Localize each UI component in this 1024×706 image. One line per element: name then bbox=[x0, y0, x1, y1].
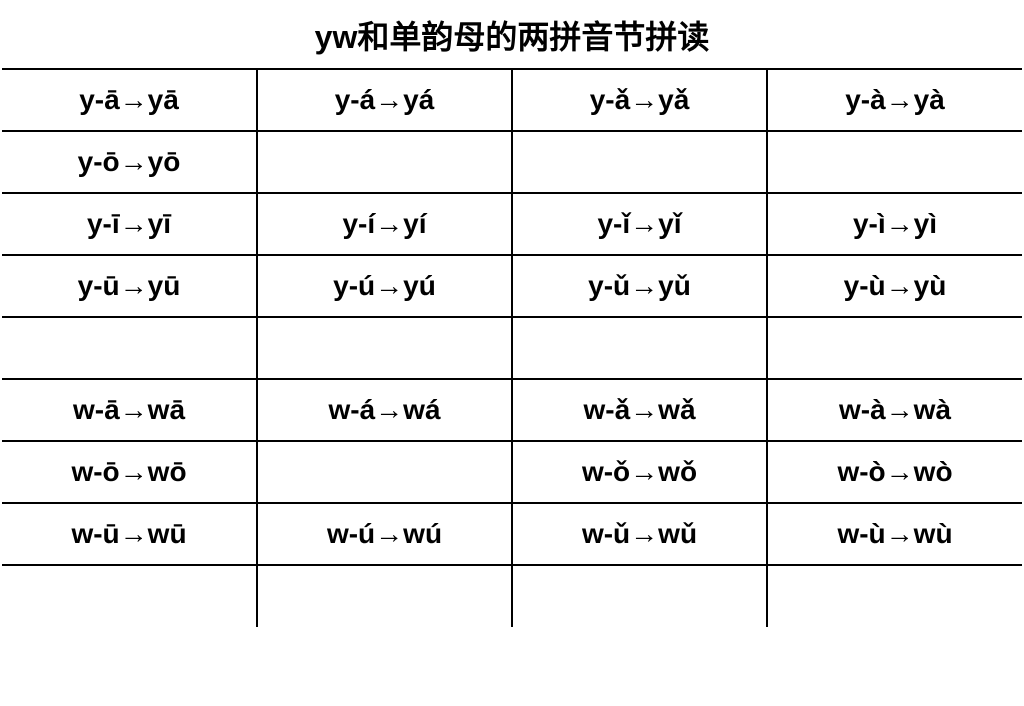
table-cell: y-ī→yī bbox=[2, 193, 257, 255]
table-cell: w-ū→wū bbox=[2, 503, 257, 565]
table-cell: w-ō→wō bbox=[2, 441, 257, 503]
table-cell: y-à→yà bbox=[767, 69, 1022, 131]
table-cell bbox=[257, 131, 512, 193]
table-cell: w-ù→wù bbox=[767, 503, 1022, 565]
table-cell: y-ǐ→yǐ bbox=[512, 193, 767, 255]
table-cell: y-á→yá bbox=[257, 69, 512, 131]
table-cell: w-ǒ→wǒ bbox=[512, 441, 767, 503]
table-cell: w-ǎ→wǎ bbox=[512, 379, 767, 441]
pinyin-table: y-ā→yā y-á→yá y-ǎ→yǎ y-à→yà y-ō→yō y-ī→y… bbox=[2, 68, 1022, 627]
table-cell bbox=[512, 317, 767, 379]
table-cell: y-í→yí bbox=[257, 193, 512, 255]
table-cell: y-ì→yì bbox=[767, 193, 1022, 255]
table-cell bbox=[512, 565, 767, 627]
table-cell: w-ò→wò bbox=[767, 441, 1022, 503]
table-cell: w-à→wà bbox=[767, 379, 1022, 441]
table-body: y-ā→yā y-á→yá y-ǎ→yǎ y-à→yà y-ō→yō y-ī→y… bbox=[2, 69, 1022, 627]
table-row bbox=[2, 565, 1022, 627]
table-row: y-ō→yō bbox=[2, 131, 1022, 193]
page-title: yw和单韵母的两拼音节拼读 bbox=[315, 12, 710, 58]
table-cell: w-ǔ→wǔ bbox=[512, 503, 767, 565]
table-row: y-ī→yī y-í→yí y-ǐ→yǐ y-ì→yì bbox=[2, 193, 1022, 255]
table-cell: w-á→wá bbox=[257, 379, 512, 441]
table-cell bbox=[2, 317, 257, 379]
table-cell bbox=[257, 441, 512, 503]
table-cell: y-ū→yū bbox=[2, 255, 257, 317]
table-cell bbox=[257, 565, 512, 627]
table-cell: w-ā→wā bbox=[2, 379, 257, 441]
table-cell: y-ú→yú bbox=[257, 255, 512, 317]
table-cell: y-ǎ→yǎ bbox=[512, 69, 767, 131]
table-cell bbox=[767, 131, 1022, 193]
table-cell bbox=[767, 317, 1022, 379]
table-cell: y-ō→yō bbox=[2, 131, 257, 193]
table-row: w-ā→wā w-á→wá w-ǎ→wǎ w-à→wà bbox=[2, 379, 1022, 441]
table-cell bbox=[767, 565, 1022, 627]
table-cell bbox=[257, 317, 512, 379]
table-row: w-ū→wū w-ú→wú w-ǔ→wǔ w-ù→wù bbox=[2, 503, 1022, 565]
table-row bbox=[2, 317, 1022, 379]
table-row: y-ā→yā y-á→yá y-ǎ→yǎ y-à→yà bbox=[2, 69, 1022, 131]
table-cell bbox=[2, 565, 257, 627]
table-cell: y-ǔ→yǔ bbox=[512, 255, 767, 317]
table-cell: w-ú→wú bbox=[257, 503, 512, 565]
table-cell: y-ù→yù bbox=[767, 255, 1022, 317]
table-cell: y-ā→yā bbox=[2, 69, 257, 131]
table-row: y-ū→yū y-ú→yú y-ǔ→yǔ y-ù→yù bbox=[2, 255, 1022, 317]
table-row: w-ō→wō w-ǒ→wǒ w-ò→wò bbox=[2, 441, 1022, 503]
table-cell bbox=[512, 131, 767, 193]
